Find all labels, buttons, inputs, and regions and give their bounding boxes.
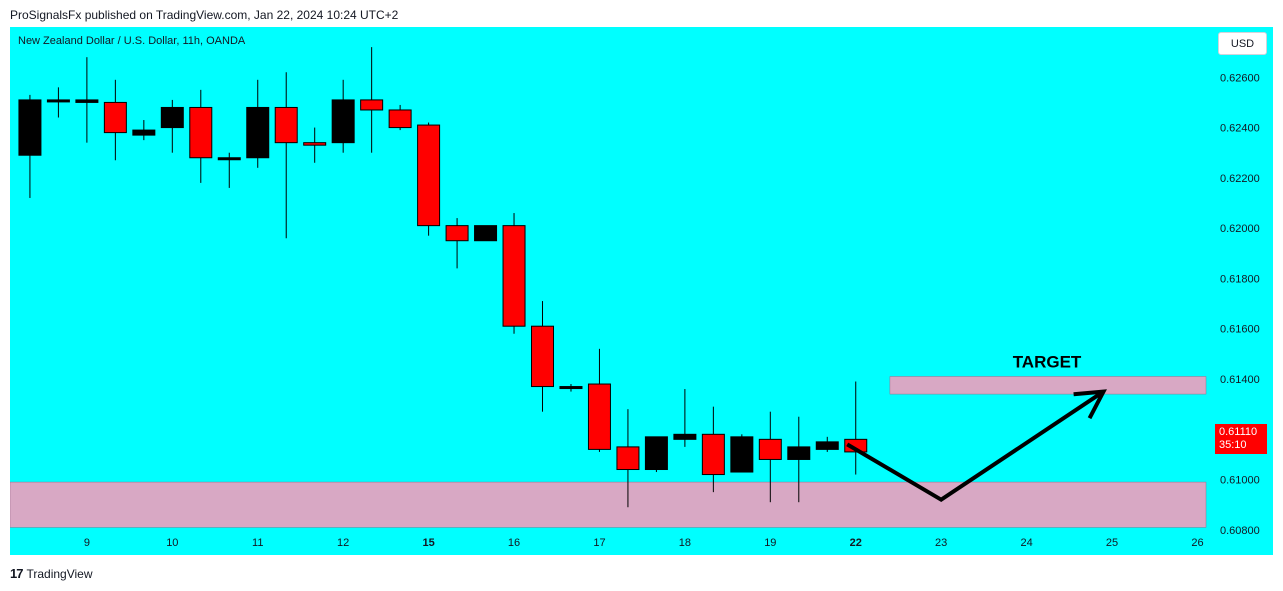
x-tick-label: 24 bbox=[1020, 537, 1032, 549]
chart-frame: TARGET 0.62600 0.62400 0.62200 0.62000 0.6180… bbox=[10, 27, 1273, 555]
candle-body bbox=[160, 106, 184, 129]
x-tick-label: 22 bbox=[850, 537, 862, 549]
x-tick-label: 11 bbox=[252, 537, 263, 549]
symbol-title: New Zealand Dollar / U.S. Dollar, 11h, O… bbox=[18, 35, 246, 47]
candle-body bbox=[132, 129, 156, 136]
candle-body bbox=[673, 433, 697, 440]
x-tick-label: 17 bbox=[593, 537, 605, 549]
y-tick-label: 0.61400 bbox=[1220, 374, 1260, 386]
y-tick-label: 0.60800 bbox=[1220, 525, 1260, 537]
candle-body bbox=[844, 438, 868, 453]
current-price-tag: 0.61110 35:10 bbox=[1215, 424, 1267, 454]
target-zone bbox=[889, 376, 1207, 395]
x-tick-label: 15 bbox=[422, 537, 434, 549]
y-tick-label: 0.61000 bbox=[1220, 475, 1260, 487]
candle-body bbox=[644, 436, 668, 471]
candlestick-chart: TARGET 0.62600 0.62400 0.62200 0.62000 0.6180… bbox=[10, 47, 1260, 549]
x-tick-label: 10 bbox=[166, 537, 178, 549]
candle-body bbox=[18, 99, 42, 156]
candle-body bbox=[388, 109, 412, 129]
brand-name: TradingView bbox=[26, 566, 93, 581]
y-tick-label: 0.61600 bbox=[1220, 324, 1260, 336]
tv-logo-icon: 17 bbox=[10, 566, 24, 581]
x-tick-label: 9 bbox=[84, 537, 90, 549]
candle-body bbox=[758, 438, 782, 460]
y-tick-label: 0.61800 bbox=[1220, 273, 1260, 285]
candle-body bbox=[701, 433, 725, 476]
candle-body bbox=[103, 101, 127, 134]
x-tick-label: 25 bbox=[1106, 537, 1118, 549]
x-tick-label: 16 bbox=[508, 537, 520, 549]
footer-brand[interactable]: 17 TradingView bbox=[10, 566, 93, 581]
arrow-head bbox=[1073, 389, 1107, 420]
candle-body bbox=[189, 106, 213, 159]
candle-body bbox=[502, 225, 526, 327]
x-tick-label: 26 bbox=[1191, 537, 1203, 549]
bar-countdown: 35:10 bbox=[1219, 439, 1247, 451]
candle-body bbox=[587, 383, 611, 450]
currency-button[interactable]: USD bbox=[1218, 32, 1267, 55]
publisher-line: ProSignalsFx published on TradingView.co… bbox=[10, 8, 399, 22]
candle-body bbox=[75, 99, 99, 103]
x-tick-label: 18 bbox=[679, 537, 691, 549]
x-tick-label: 12 bbox=[337, 537, 349, 549]
candle-body bbox=[246, 106, 270, 159]
x-tick-label: 23 bbox=[935, 537, 947, 549]
candle-body bbox=[303, 142, 327, 146]
support-zone bbox=[10, 481, 1207, 528]
candle-body bbox=[417, 124, 441, 227]
y-tick-label: 0.62200 bbox=[1220, 173, 1260, 185]
candle-body bbox=[445, 225, 469, 242]
candle-body bbox=[815, 441, 839, 450]
candle-body bbox=[217, 157, 241, 161]
candle-body bbox=[787, 446, 811, 460]
candle-body bbox=[331, 99, 355, 144]
x-tick-label: 19 bbox=[764, 537, 776, 549]
target-label: TARGET bbox=[1013, 352, 1082, 371]
candle-body bbox=[616, 446, 640, 471]
current-price-value: 0.61110 bbox=[1219, 426, 1258, 438]
candle-body bbox=[531, 325, 555, 388]
candle-body bbox=[474, 225, 498, 242]
candle-body bbox=[274, 106, 298, 144]
y-tick-label: 0.62600 bbox=[1220, 72, 1260, 84]
y-tick-label: 0.62400 bbox=[1220, 123, 1260, 135]
projection-path bbox=[846, 389, 1105, 503]
candle-body bbox=[360, 99, 384, 111]
candle-body bbox=[730, 436, 754, 473]
y-tick-label: 0.62000 bbox=[1220, 223, 1260, 235]
candle-body bbox=[559, 386, 583, 390]
candle-body bbox=[46, 99, 70, 103]
